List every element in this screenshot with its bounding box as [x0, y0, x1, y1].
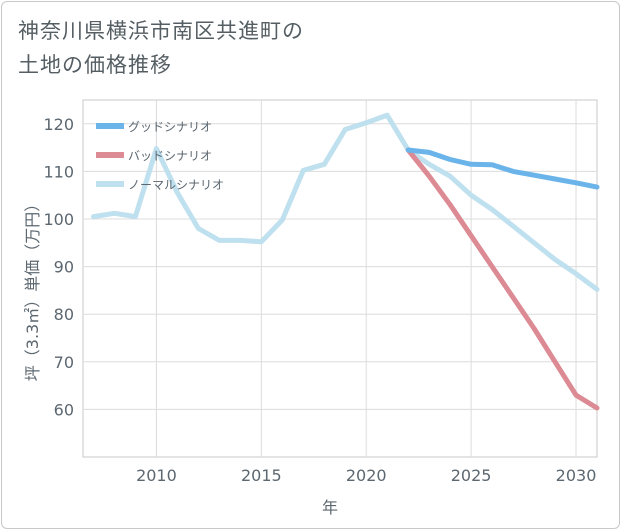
y-tick-label: 100 [43, 210, 74, 229]
tick-labels: 60 70 80 90 100 110 120 2010 2015 2020 2025 2030 [43, 115, 596, 485]
series-line-0 [405, 147, 600, 190]
series-line-1 [405, 147, 600, 411]
x-tick-label: 2025 [451, 466, 492, 485]
y-tick-label: 70 [54, 353, 74, 372]
plot-border [82, 99, 598, 458]
y-axis-label: 坪（3.3㎡）単価（万円） [23, 196, 42, 381]
chart-title: 神奈川県横浜市南区共進町の 土地の価格推移 [18, 19, 304, 77]
legend-label-0: グッドシナリオ [128, 120, 212, 134]
y-tick-label: 120 [43, 115, 74, 134]
series-line-2 [91, 112, 600, 292]
x-axis-label: 年 [322, 498, 338, 517]
x-tick-label: 2020 [346, 466, 387, 485]
legend-label-1: バッドシナリオ [128, 149, 212, 163]
y-tick-label: 60 [54, 400, 74, 419]
y-tick-label: 110 [43, 162, 74, 181]
legend-label-2: ノーマルシナリオ [128, 178, 224, 192]
series-lines [91, 112, 600, 411]
x-tick-label: 2010 [136, 466, 177, 485]
y-tick-label: 80 [54, 305, 74, 324]
x-tick-label: 2030 [556, 466, 597, 485]
x-tick-label: 2015 [241, 466, 282, 485]
y-tick-label: 90 [54, 258, 74, 277]
